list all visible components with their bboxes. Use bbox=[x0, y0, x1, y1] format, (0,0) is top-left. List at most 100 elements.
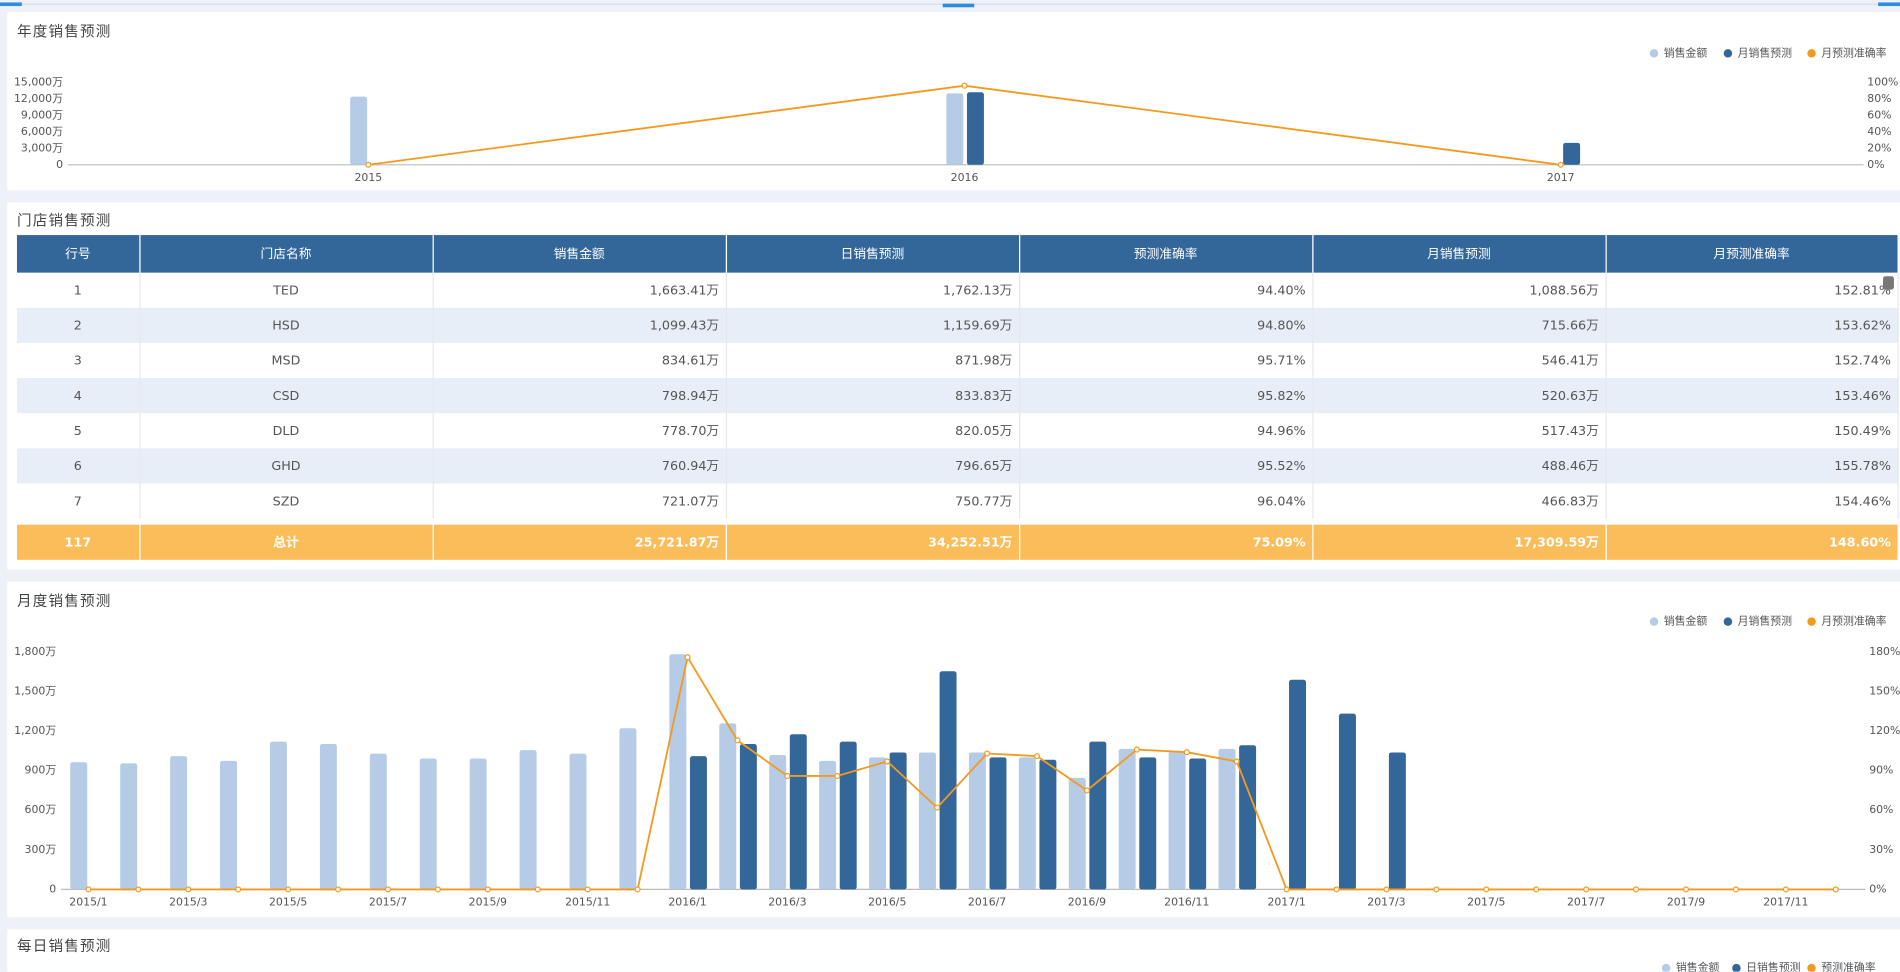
legend-label: 月预测准确率 bbox=[1821, 614, 1886, 628]
legend-marker bbox=[1807, 49, 1816, 58]
column-header: 预测准确率 bbox=[1019, 235, 1313, 273]
table-cell: 546.41万 bbox=[1312, 342, 1607, 379]
line-point bbox=[1832, 886, 1839, 893]
line-point bbox=[1033, 753, 1041, 760]
y-tick-label: 6,000万 bbox=[21, 125, 63, 138]
table-cell: 6 bbox=[16, 448, 140, 484]
table-cell: 760.94万 bbox=[432, 448, 727, 484]
legend-marker bbox=[1649, 617, 1659, 626]
x-tick-label: 2016/5 bbox=[868, 896, 906, 909]
y2-tick-label: 100% bbox=[1867, 75, 1898, 88]
table-cell: TED bbox=[139, 272, 434, 308]
scrollbar-thumb bbox=[1883, 276, 1894, 290]
line-point bbox=[734, 737, 741, 744]
line-point bbox=[584, 886, 591, 893]
y-tick-label: 3,000万 bbox=[21, 141, 63, 154]
y-tick-label: 600万 bbox=[25, 803, 57, 816]
total-cell: 117 bbox=[16, 524, 140, 560]
x-tick-label: 2017/5 bbox=[1467, 896, 1505, 909]
bar bbox=[1239, 745, 1257, 890]
row-gap bbox=[16, 518, 1898, 525]
legend-marker bbox=[1732, 963, 1741, 972]
x-tick-label: 2015 bbox=[355, 171, 383, 184]
y-tick-label: 1,800万 bbox=[14, 645, 56, 658]
y2-tick-label: 0% bbox=[1869, 882, 1886, 895]
bar bbox=[319, 744, 337, 890]
y-tick-label: 0 bbox=[49, 882, 56, 895]
table-cell: 155.78% bbox=[1605, 448, 1899, 484]
table-cell: 1,762.13万 bbox=[725, 272, 1020, 308]
bar bbox=[170, 756, 188, 890]
gap-cell bbox=[16, 518, 1898, 525]
x-tick-label: 2016/1 bbox=[668, 896, 706, 909]
x-tick-label: 2015/1 bbox=[69, 896, 107, 909]
panel-title: 年度销售预测 bbox=[16, 23, 112, 40]
line-point bbox=[1083, 787, 1090, 794]
bar bbox=[889, 752, 907, 890]
header-row: 行号 门店名称 销售金额 日销售预测 预测准确率 月销售预测 月预测准确率 bbox=[16, 235, 1899, 273]
column-header: 销售金额 bbox=[432, 235, 727, 273]
bar bbox=[220, 760, 238, 890]
line-point bbox=[1533, 886, 1540, 893]
table-cell: 750.77万 bbox=[725, 483, 1020, 519]
y-tick-label: 15,000万 bbox=[14, 75, 63, 88]
bar bbox=[1218, 748, 1236, 890]
line-point bbox=[634, 886, 641, 893]
bar bbox=[1289, 679, 1307, 890]
bar bbox=[1089, 741, 1107, 890]
line-point bbox=[961, 82, 968, 89]
line-point bbox=[1183, 749, 1190, 756]
line-point bbox=[1383, 886, 1390, 893]
table-row: 4 CSD 798.94万 833.83万 95.82% 520.63万 153.46% bbox=[16, 378, 1899, 414]
y2-tick-label: 60% bbox=[1867, 108, 1891, 121]
bar bbox=[946, 93, 964, 165]
column-header: 日销售预测 bbox=[725, 235, 1020, 273]
table-cell: 94.80% bbox=[1019, 307, 1313, 343]
legend-label: 预测准确率 bbox=[1821, 960, 1876, 972]
y-tick-label: 900万 bbox=[25, 764, 57, 777]
line-point bbox=[484, 886, 491, 893]
line-point bbox=[1633, 886, 1640, 893]
y2-tick-label: 150% bbox=[1869, 684, 1900, 697]
tab-indicator bbox=[0, 2, 22, 7]
table-cell: MSD bbox=[139, 342, 434, 379]
table-cell: 2 bbox=[16, 307, 140, 343]
bar bbox=[669, 654, 687, 890]
line-point bbox=[85, 886, 92, 893]
panel-title: 每日销售预测 bbox=[16, 937, 112, 955]
column-header: 月销售预测 bbox=[1312, 235, 1607, 273]
table-cell: 721.07万 bbox=[432, 483, 727, 519]
tab-indicator bbox=[942, 3, 975, 8]
table-row: 5 DLD 778.70万 820.05万 94.96% 517.43万 150.49% bbox=[16, 413, 1899, 449]
legend-label: 销售金额 bbox=[1664, 45, 1708, 59]
x-tick-label: 2017 bbox=[1547, 171, 1575, 184]
line-point bbox=[1283, 886, 1290, 893]
line-point bbox=[285, 886, 292, 893]
table-cell: 4 bbox=[16, 378, 140, 414]
line-point bbox=[1732, 886, 1739, 893]
y2-tick-label: 180% bbox=[1869, 645, 1900, 658]
line-point bbox=[1133, 746, 1140, 753]
line-point bbox=[834, 772, 841, 779]
column-header: 月预测准确率 bbox=[1605, 235, 1899, 273]
bar bbox=[419, 758, 437, 890]
table-row: 7 SZD 721.07万 750.77万 96.04% 466.83万 154.46% bbox=[16, 483, 1899, 519]
y2-tick-label: 80% bbox=[1867, 92, 1891, 105]
y-tick-label: 1,200万 bbox=[14, 724, 56, 737]
line-series bbox=[368, 84, 1561, 166]
line-point bbox=[534, 886, 541, 893]
table-cell: GHD bbox=[139, 448, 434, 484]
table-cell: HSD bbox=[139, 307, 434, 343]
line-point bbox=[434, 886, 441, 893]
y2-tick-label: 0% bbox=[1867, 158, 1884, 171]
table-cell: 871.98万 bbox=[725, 342, 1020, 379]
line-series bbox=[88, 654, 1836, 891]
x-tick-label: 2015/11 bbox=[565, 896, 610, 909]
line-point bbox=[1233, 758, 1240, 765]
line-point bbox=[335, 886, 342, 893]
bar bbox=[1388, 752, 1406, 890]
bar bbox=[1189, 758, 1207, 890]
total-cell: 17,309.59万 bbox=[1312, 524, 1607, 560]
line-point bbox=[684, 654, 691, 661]
